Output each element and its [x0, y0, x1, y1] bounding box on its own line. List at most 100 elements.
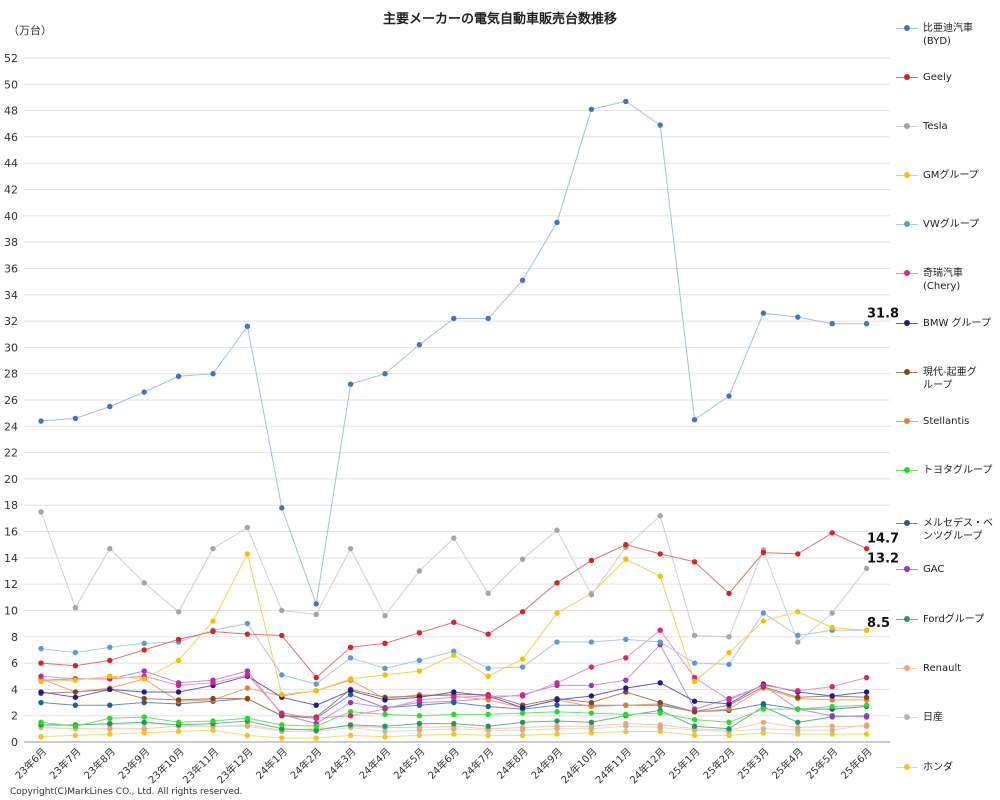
- x-tick-label: 24年12月: [627, 745, 668, 786]
- data-point: [795, 719, 801, 725]
- data-point: [107, 673, 113, 679]
- x-tick-label: 24年8月: [494, 745, 531, 782]
- y-tick-label: 52: [4, 52, 18, 65]
- data-point: [795, 639, 801, 645]
- data-point: [451, 648, 457, 654]
- copyright-text: Copyright(C)MarkLines CO., Ltd. All righ…: [10, 787, 243, 797]
- data-point: [829, 321, 835, 327]
- data-point: [141, 689, 147, 695]
- data-point: [210, 618, 216, 624]
- data-point: [623, 556, 629, 562]
- data-point: [107, 403, 113, 410]
- data-point: [519, 656, 526, 662]
- data-point: [863, 545, 870, 552]
- data-point: [244, 685, 251, 691]
- data-point: [863, 321, 870, 327]
- data-point: [416, 630, 423, 636]
- data-point: [691, 716, 698, 723]
- y-tick-label: 50: [4, 78, 18, 91]
- data-point: [554, 697, 560, 703]
- legend-marker-icon: [904, 270, 910, 276]
- data-point: [795, 731, 801, 737]
- data-point: [244, 672, 251, 678]
- legend-label: メルセデス・ベ ンツグループ: [923, 518, 993, 542]
- data-point: [726, 661, 732, 668]
- x-tick-label: 24年10月: [558, 745, 599, 786]
- y-tick-label: 18: [4, 499, 18, 512]
- data-point: [72, 689, 79, 695]
- legend-marker-icon: [904, 418, 910, 424]
- y-tick-label: 38: [4, 236, 18, 249]
- data-point: [623, 720, 629, 727]
- y-tick-label: 8: [11, 631, 18, 644]
- data-point: [588, 664, 595, 670]
- x-tick-label: 24年5月: [391, 745, 428, 782]
- y-tick-label: 24: [4, 420, 18, 433]
- y-tick-label: 36: [4, 262, 18, 275]
- data-point: [141, 699, 147, 706]
- y-tick-label: 30: [4, 341, 18, 354]
- y-tick-label: 12: [4, 578, 18, 591]
- legend-marker-icon: [904, 566, 910, 572]
- data-point: [279, 691, 285, 698]
- data-point: [451, 652, 457, 658]
- data-point: [141, 719, 147, 725]
- legend-label: 現代-起亜グ ループ: [923, 367, 977, 391]
- data-point: [485, 732, 491, 739]
- data-point: [38, 509, 44, 515]
- legend-label: トヨタグループ: [923, 465, 993, 476]
- data-point: [382, 640, 388, 647]
- y-tick-label: 16: [4, 526, 18, 539]
- y-tick-label: 0: [11, 736, 18, 749]
- data-point: [795, 694, 801, 700]
- data-point: [244, 524, 251, 531]
- y-tick-label: 26: [4, 394, 18, 407]
- data-point: [829, 697, 835, 703]
- data-point: [244, 551, 251, 557]
- x-tick-label: 23年10月: [145, 745, 186, 786]
- data-point: [485, 665, 491, 672]
- data-point: [726, 726, 732, 732]
- data-point: [657, 627, 663, 633]
- data-point: [691, 559, 698, 565]
- x-tick-label: 24年3月: [322, 745, 359, 782]
- data-point: [691, 732, 698, 739]
- legend-label: 日産: [923, 712, 943, 723]
- data-point: [588, 719, 595, 725]
- data-point: [623, 541, 629, 548]
- data-point: [485, 703, 491, 710]
- data-point: [588, 730, 595, 736]
- x-tick-label: 23年7月: [47, 745, 84, 782]
- data-point: [141, 676, 147, 682]
- data-point: [210, 718, 216, 724]
- data-point: [38, 673, 44, 679]
- data-point: [726, 393, 732, 399]
- data-point: [175, 682, 182, 689]
- data-point: [451, 711, 457, 718]
- data-point: [382, 728, 388, 735]
- data-point: [141, 668, 147, 674]
- data-point: [863, 723, 870, 729]
- data-point: [485, 697, 491, 703]
- data-point: [313, 727, 319, 733]
- data-point: [863, 731, 870, 737]
- legend-marker-icon: [904, 764, 910, 770]
- x-tick-label: 24年6月: [425, 745, 462, 782]
- legend-marker-icon: [904, 714, 910, 720]
- data-point: [210, 628, 216, 635]
- data-point: [588, 682, 595, 689]
- data-point: [313, 674, 319, 681]
- data-point: [588, 639, 595, 645]
- data-point: [554, 527, 560, 533]
- data-point: [588, 693, 595, 699]
- data-point: [210, 680, 216, 686]
- x-tick-label: 24年2月: [287, 745, 324, 782]
- data-point: [244, 722, 251, 728]
- y-tick-label: 32: [4, 315, 18, 328]
- data-point: [726, 590, 732, 597]
- data-point: [451, 535, 457, 541]
- data-point: [38, 418, 44, 424]
- data-label: 31.8: [867, 307, 899, 322]
- data-point: [623, 711, 629, 718]
- y-tick-label: 20: [4, 473, 18, 486]
